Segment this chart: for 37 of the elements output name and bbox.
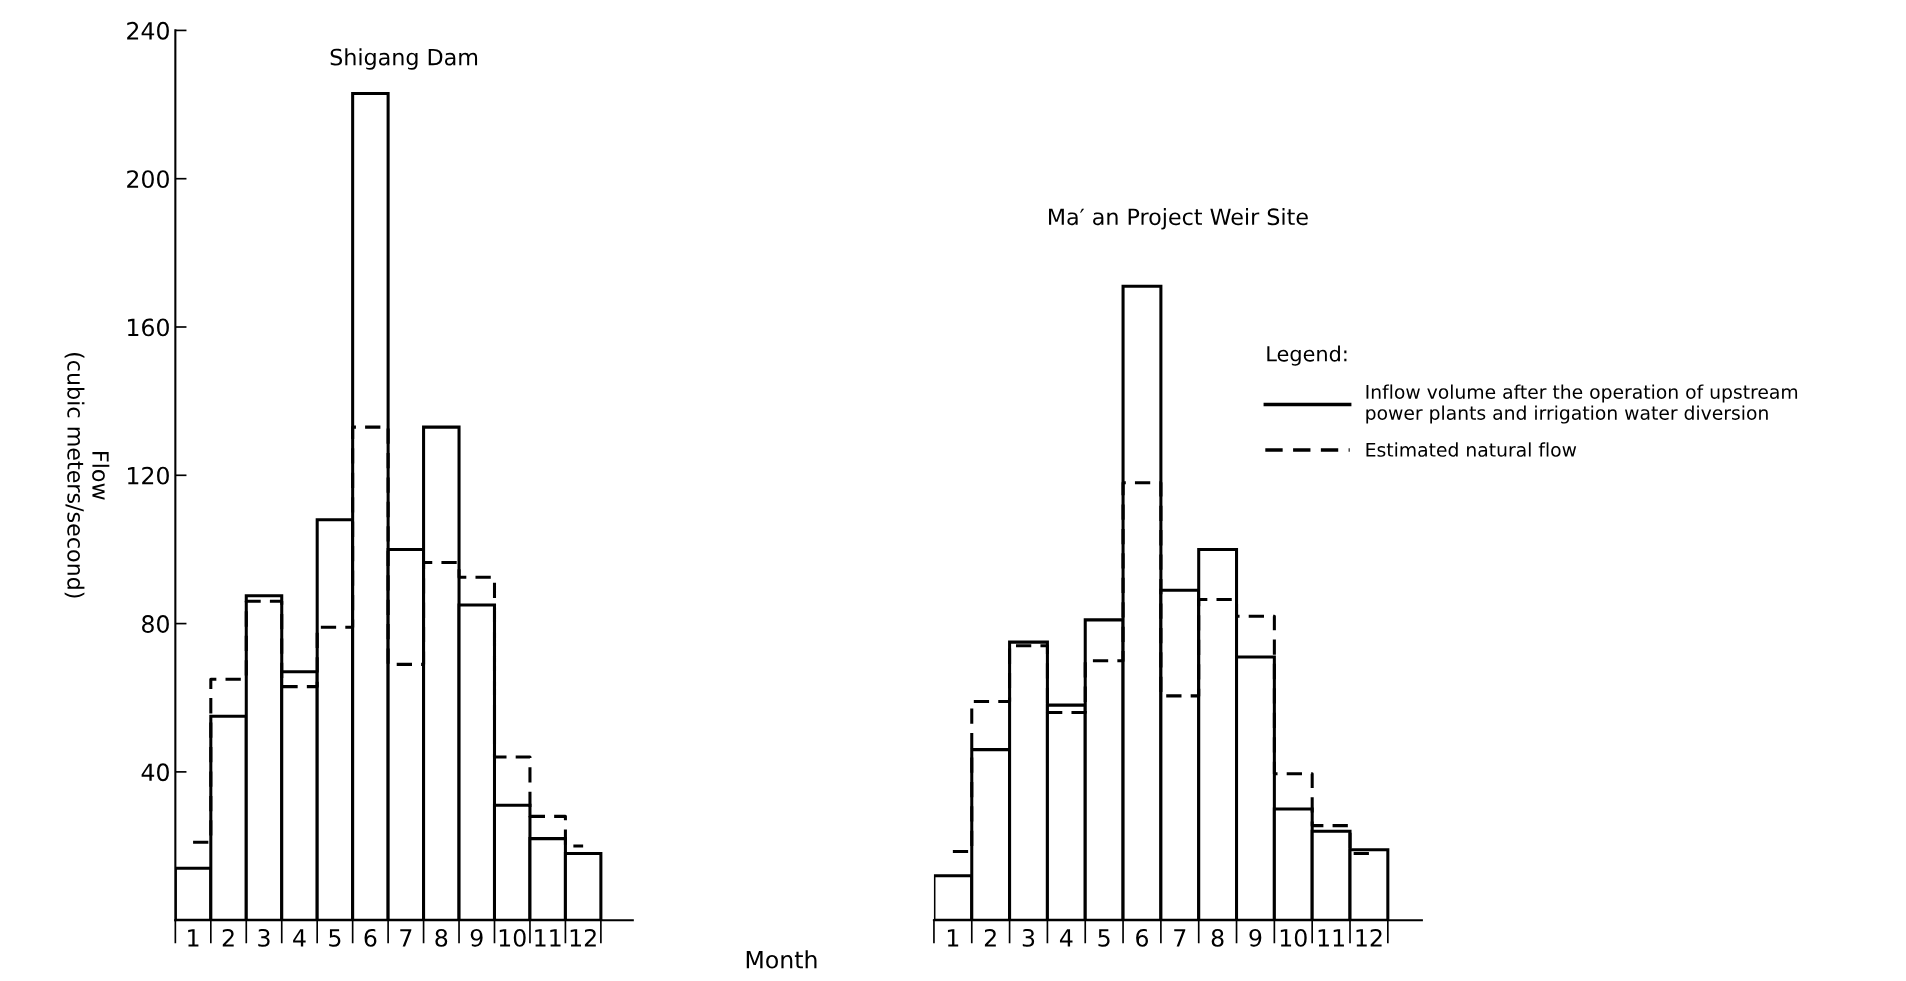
x-tick-label: 1 xyxy=(947,929,959,947)
x-tick-label: 12 xyxy=(1356,928,1382,947)
y-axis-title: Flow (cubic meters/second) xyxy=(64,353,110,598)
x-tick-label: 12 xyxy=(570,928,596,947)
x-tick-label: 10 xyxy=(499,928,526,947)
legend-label: Estimated natural flow xyxy=(1366,442,1577,457)
x-tick-label: 11 xyxy=(535,929,561,947)
x-tick-label: 10 xyxy=(1280,928,1307,947)
y-tick-label: 200 xyxy=(127,170,169,189)
x-tick-label: 5 xyxy=(329,929,341,947)
y-tick-label: 40 xyxy=(141,763,169,782)
x-tick-label: 8 xyxy=(1211,928,1224,947)
legend-title: Legend: xyxy=(1267,345,1347,366)
y-tick-label: 240 xyxy=(127,21,169,40)
x-tick-label: 4 xyxy=(1059,929,1073,947)
x-axis-title: Month xyxy=(746,950,817,969)
text: Ma′ an Project Weir Site xyxy=(1049,207,1308,230)
x-tick-label: 2 xyxy=(222,928,234,947)
x-tick-label: 4 xyxy=(293,929,306,947)
x-tick-label: 6 xyxy=(364,928,377,947)
x-tick-label: 9 xyxy=(1249,928,1262,947)
x-tick-label: 6 xyxy=(1136,928,1148,947)
x-tick-label: 7 xyxy=(400,929,412,947)
legend-label: Inflow volume after the operation of upstream power plants and irrigation water diversion xyxy=(1366,384,1798,424)
x-tick-label: 8 xyxy=(435,928,448,947)
x-tick-label: 1 xyxy=(188,929,199,947)
x-tick-label: 5 xyxy=(1098,929,1110,947)
x-tick-label: 2 xyxy=(984,928,996,947)
y-tick-label: 120 xyxy=(128,466,169,485)
y-tick-label: 80 xyxy=(142,615,169,633)
x-tick-label: 3 xyxy=(1022,928,1035,947)
x-tick-label: 7 xyxy=(1174,929,1186,947)
x-tick-label: 11 xyxy=(1318,929,1344,947)
x-tick-label: 3 xyxy=(258,928,270,947)
x-tick-label: 9 xyxy=(470,928,483,947)
text: Shigang Dam xyxy=(330,48,478,70)
y-tick-label: 160 xyxy=(128,318,169,337)
